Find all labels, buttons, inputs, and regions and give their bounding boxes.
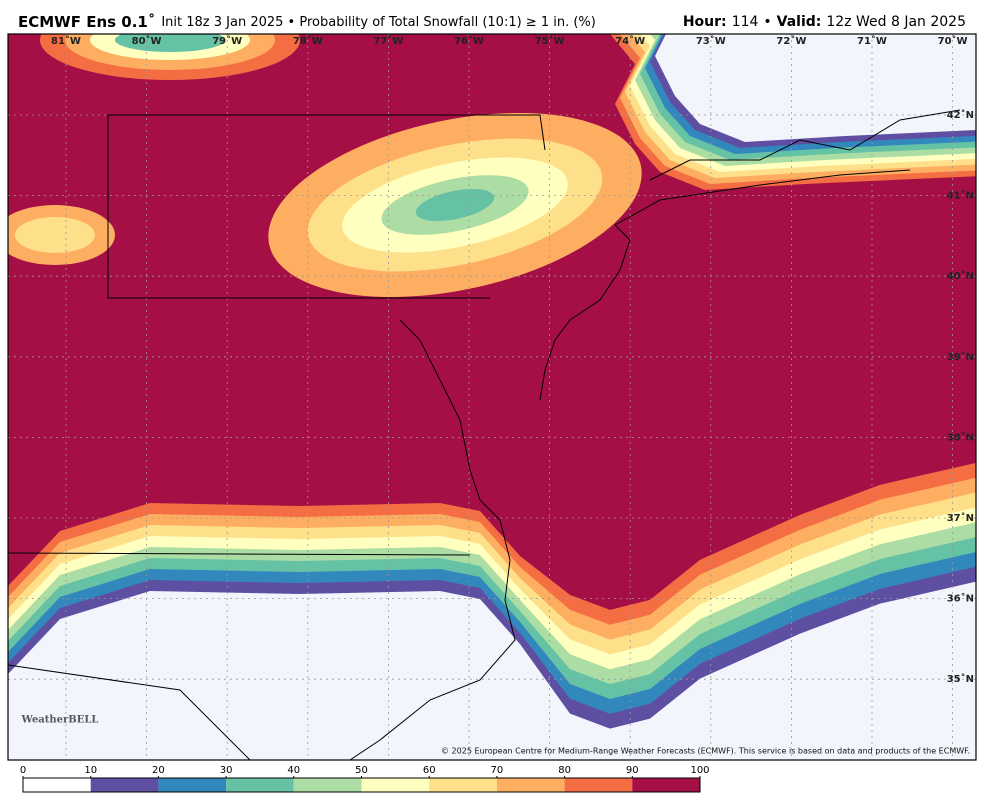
title: ECMWF Ens 0.1˚ bbox=[18, 13, 155, 31]
colorbar: 0 10 20 30 40 50 60 70 80 90 100 bbox=[20, 765, 710, 793]
lat-label: 36˚N bbox=[947, 593, 974, 605]
lat-label: 38˚N bbox=[947, 431, 974, 443]
lat-label: 35˚N bbox=[947, 673, 974, 685]
logo: WeatherBELL bbox=[21, 715, 99, 726]
lon-label: 70˚W bbox=[938, 35, 968, 47]
lat-label: 40˚N bbox=[947, 270, 974, 282]
map bbox=[8, 34, 976, 760]
lat-label: 37˚N bbox=[947, 512, 974, 524]
hour-label: Hour: bbox=[683, 14, 727, 30]
color-swatch bbox=[226, 778, 294, 792]
header-right: Hour: 114 • Valid: 12z Wed 8 Jan 2025 bbox=[683, 14, 966, 30]
boundary bbox=[8, 552, 471, 556]
color-swatch bbox=[496, 778, 565, 792]
boundary bbox=[614, 169, 911, 226]
snow-band bbox=[15, 217, 95, 253]
map-frame bbox=[7, 33, 977, 761]
lon-label: 81˚W bbox=[51, 35, 81, 47]
lon-label: 78˚W bbox=[293, 35, 323, 47]
snow-band bbox=[115, 34, 225, 52]
boundary bbox=[649, 109, 961, 181]
hour: 114 bbox=[732, 14, 759, 30]
boundary bbox=[107, 115, 490, 299]
boundary bbox=[108, 114, 546, 151]
colorbar-label: 10 bbox=[84, 765, 97, 776]
lon-label: 74˚W bbox=[615, 35, 645, 47]
color-swatch bbox=[632, 778, 700, 792]
lon-label: 73˚W bbox=[696, 35, 726, 47]
boundary bbox=[8, 664, 251, 760]
lat-label: 41˚N bbox=[947, 190, 974, 202]
colorbar-label: 30 bbox=[220, 765, 233, 776]
color-swatch bbox=[361, 778, 430, 792]
boundary bbox=[399, 319, 481, 501]
snow-band bbox=[8, 581, 976, 760]
color-swatch bbox=[90, 778, 159, 792]
color-swatch bbox=[23, 778, 91, 792]
lon-label: 77˚W bbox=[373, 35, 403, 47]
colorbar-label: 50 bbox=[355, 765, 368, 776]
colorbar-label: 40 bbox=[287, 765, 300, 776]
lon-label: 72˚W bbox=[776, 35, 806, 47]
lon-label: 80˚W bbox=[132, 35, 162, 47]
color-swatch bbox=[158, 778, 227, 792]
colorbar-label: 0 bbox=[20, 765, 26, 776]
colorbar-label: 60 bbox=[423, 765, 436, 776]
colorbar-label: 80 bbox=[558, 765, 571, 776]
subtitle: Init 18z 3 Jan 2025 • Probability of Tot… bbox=[161, 15, 596, 30]
color-swatch bbox=[429, 778, 497, 792]
boundary bbox=[349, 499, 516, 760]
lat-label: 39˚N bbox=[947, 351, 974, 363]
lon-label: 71˚W bbox=[857, 35, 887, 47]
separator: • bbox=[763, 14, 771, 30]
lon-label: 76˚W bbox=[454, 35, 484, 47]
header-left: ECMWF Ens 0.1˚ Init 18z 3 Jan 2025 • Prob… bbox=[18, 13, 596, 31]
valid: 12z Wed 8 Jan 2025 bbox=[826, 14, 966, 30]
snow-band bbox=[415, 188, 495, 222]
lon-label: 75˚W bbox=[535, 35, 565, 47]
color-swatch bbox=[293, 778, 362, 792]
lon-label: 79˚W bbox=[212, 35, 242, 47]
lat-label: 42˚N bbox=[947, 109, 974, 121]
color-swatch bbox=[564, 778, 633, 792]
colorbar-label: 100 bbox=[690, 765, 709, 776]
boundary bbox=[539, 224, 631, 401]
credit: © 2025 European Centre for Medium-Range … bbox=[441, 747, 970, 756]
valid-label: Valid: bbox=[777, 14, 822, 30]
colorbar-label: 70 bbox=[491, 765, 504, 776]
colorbar-label: 20 bbox=[152, 765, 165, 776]
colorbar-label: 90 bbox=[626, 765, 639, 776]
